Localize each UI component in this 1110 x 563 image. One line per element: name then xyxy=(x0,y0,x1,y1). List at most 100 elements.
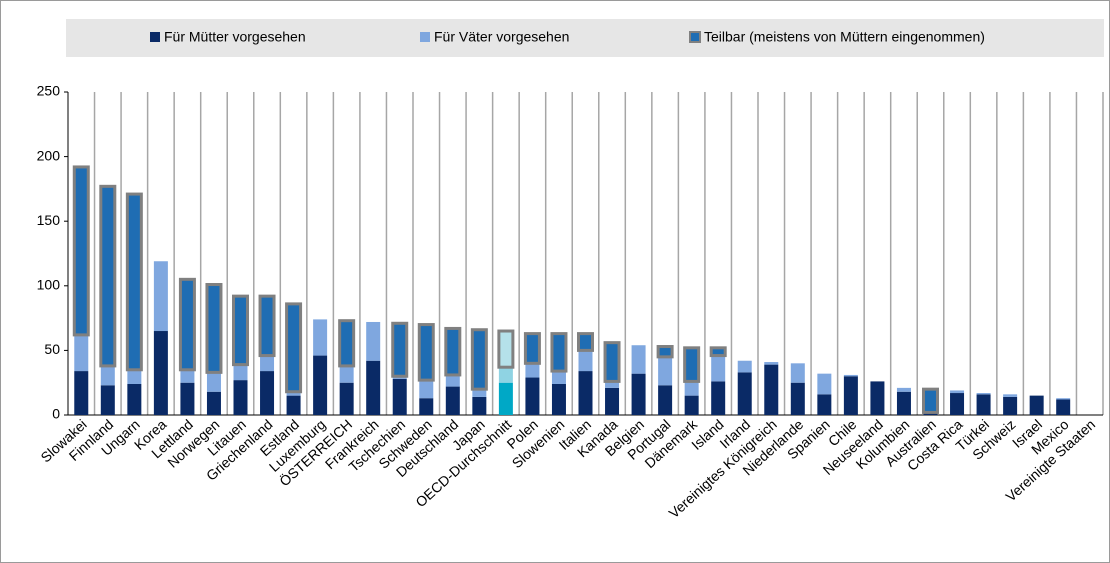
bar-segment xyxy=(313,355,328,415)
bar-segment xyxy=(417,323,435,382)
bar-segment xyxy=(817,394,832,415)
legend-swatch xyxy=(420,32,430,42)
bar-segment xyxy=(286,395,301,415)
bar-segment xyxy=(100,365,115,386)
bar-segment xyxy=(1003,396,1018,415)
bar-segment xyxy=(232,294,249,367)
bar-segment xyxy=(286,391,301,396)
bar-segment xyxy=(180,382,195,415)
bar-segment xyxy=(339,382,354,415)
bar-segment xyxy=(260,355,275,372)
bar-segment xyxy=(896,391,911,415)
bar-segment xyxy=(258,294,276,358)
legend-box xyxy=(66,19,1104,57)
bar-segment xyxy=(72,165,90,337)
bar-segment xyxy=(205,283,223,374)
bar-segment xyxy=(445,374,460,387)
bar-segment xyxy=(578,371,593,415)
bar-segment xyxy=(551,371,566,384)
bar-segment xyxy=(577,332,594,352)
bar-segment xyxy=(605,387,620,415)
bar-segment xyxy=(339,365,354,383)
bar-segment xyxy=(233,364,248,381)
bar-segment xyxy=(658,356,673,386)
bar-segment xyxy=(338,319,356,368)
bar-segment xyxy=(153,261,168,332)
bar-segment xyxy=(99,184,117,368)
bar-segment xyxy=(605,381,620,388)
legend-label: Für Väter vorgesehen xyxy=(434,29,569,45)
bar-segment xyxy=(790,382,805,415)
bar-segment xyxy=(550,332,568,373)
bar-segment xyxy=(497,329,515,369)
bar-segment xyxy=(470,328,488,391)
bar-segment xyxy=(233,380,248,415)
bar-segment xyxy=(551,383,566,415)
bar-segment xyxy=(843,374,858,377)
bar-segment xyxy=(656,345,674,359)
bar-segment xyxy=(206,372,221,392)
legend-label: Teilbar (meistens von Müttern eingenomme… xyxy=(704,29,985,45)
legend-swatch xyxy=(150,32,160,42)
y-tick-label: 250 xyxy=(37,83,61,99)
legend: Für Mütter vorgesehen Für Väter vorgesehe… xyxy=(150,29,985,45)
bar-segment xyxy=(285,302,303,394)
bar-segment xyxy=(498,367,513,383)
bar-segment xyxy=(366,321,381,361)
bar-segment xyxy=(313,319,328,356)
bar-segment xyxy=(206,391,221,415)
bar-segment xyxy=(896,387,911,392)
bar-segment xyxy=(683,346,701,383)
bar-segment xyxy=(578,350,593,372)
bar-segment xyxy=(178,277,196,372)
bar-segment xyxy=(472,396,487,415)
bar-segment xyxy=(737,372,752,415)
bar-segment xyxy=(684,381,699,396)
bar-segment xyxy=(525,377,540,415)
bar-segment xyxy=(658,385,673,415)
bar-segment xyxy=(843,376,858,415)
bar-segment xyxy=(444,326,462,377)
bar-segment xyxy=(127,383,142,415)
legend-swatch xyxy=(689,31,701,43)
bar-segment xyxy=(153,331,168,415)
bar-segment xyxy=(1056,399,1071,415)
bar-segment xyxy=(764,362,779,365)
bar-segment xyxy=(922,387,939,414)
bar-segment xyxy=(525,363,540,378)
y-tick-label: 50 xyxy=(44,341,60,357)
bar-segment xyxy=(976,394,991,415)
bar-segment xyxy=(419,380,434,399)
bar-segment xyxy=(391,321,409,378)
bar-segment xyxy=(180,369,195,383)
bar-segment xyxy=(498,382,513,415)
bar-segment xyxy=(523,332,541,365)
bar-segment xyxy=(737,360,752,373)
bar-segment xyxy=(419,398,434,415)
bar-segment xyxy=(684,395,699,415)
bar-segment xyxy=(790,363,805,383)
bar-segment xyxy=(125,192,143,372)
y-tick-label: 150 xyxy=(37,212,61,228)
bar-segment xyxy=(74,371,89,415)
bar-segment xyxy=(1056,398,1071,400)
bar-segment xyxy=(870,381,885,415)
bar-segment xyxy=(764,364,779,415)
bar-segment xyxy=(445,386,460,415)
bar-segment xyxy=(817,373,832,395)
legend-label: Für Mütter vorgesehen xyxy=(164,29,306,45)
bar-segment xyxy=(711,381,726,415)
bar-segment xyxy=(950,390,965,394)
bar-segment xyxy=(472,389,487,397)
bar-segment xyxy=(100,385,115,415)
bar-segment xyxy=(950,393,965,415)
y-tick-label: 200 xyxy=(37,147,61,163)
bar-segment xyxy=(976,393,991,395)
bar-segment xyxy=(711,355,726,382)
bar-segment xyxy=(366,360,381,415)
y-tick-label: 0 xyxy=(52,406,60,422)
bar-segment xyxy=(1003,394,1018,397)
bar-segment xyxy=(260,371,275,415)
bar-segment xyxy=(74,334,89,372)
